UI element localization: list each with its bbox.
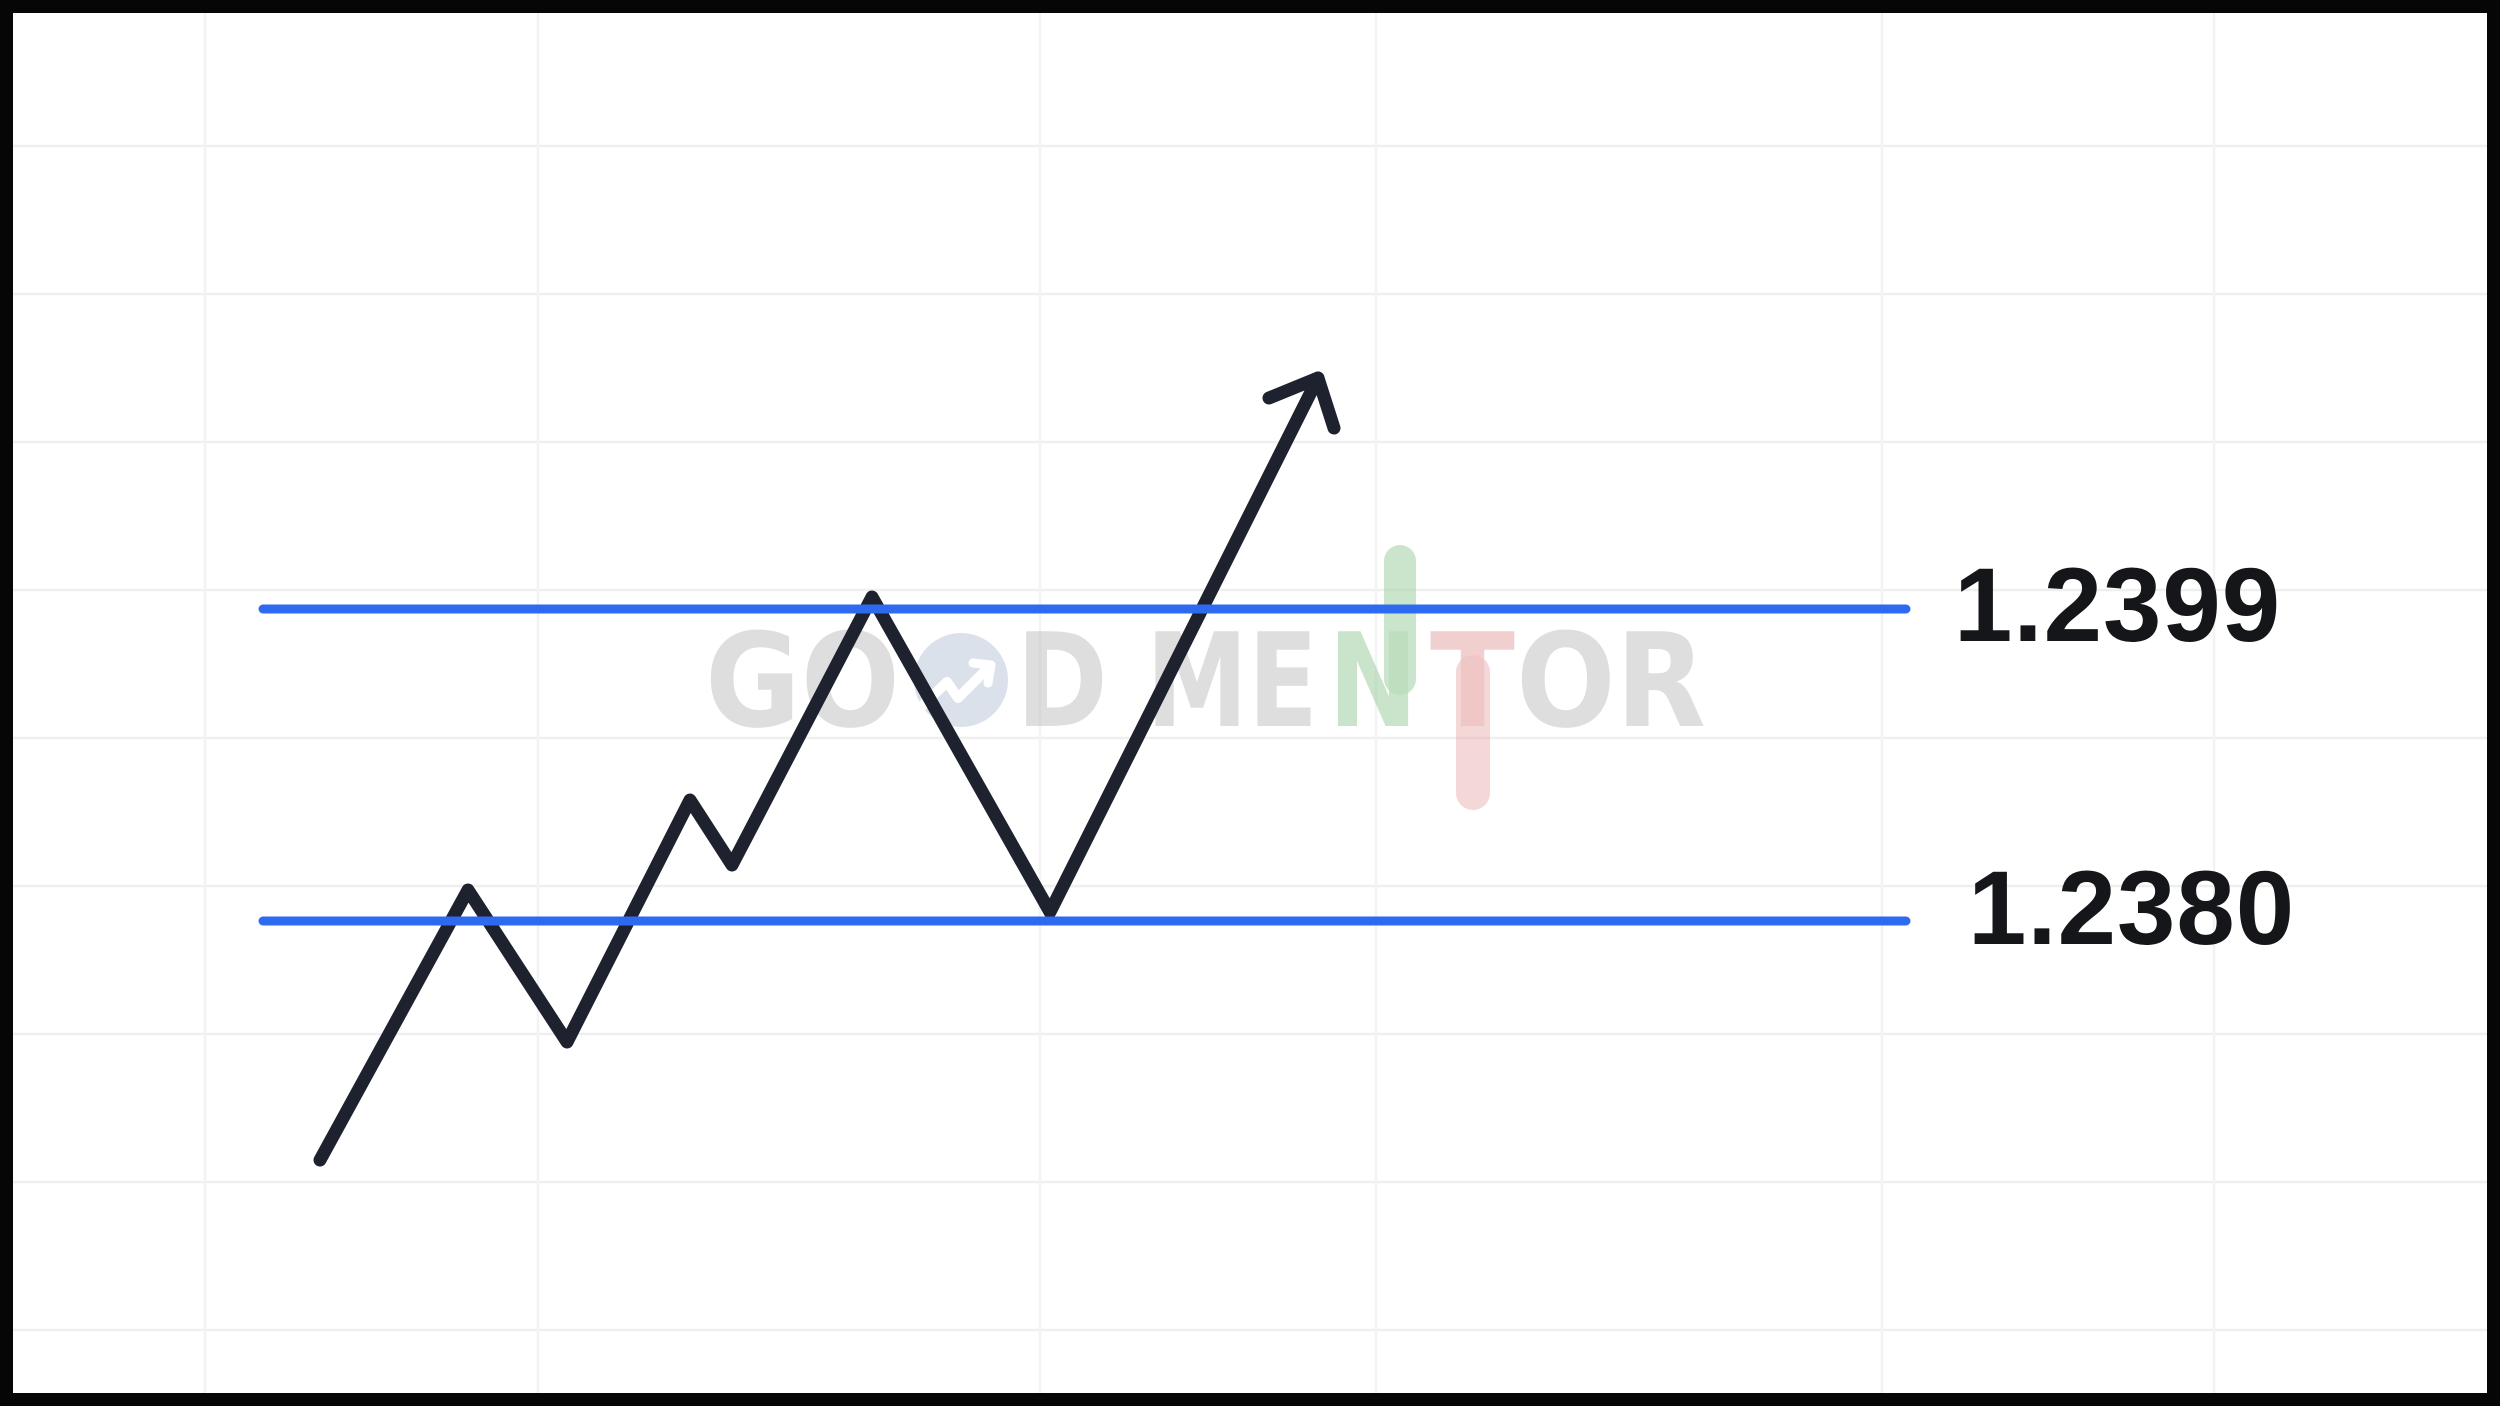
support-price-label: 1.2380 <box>1968 850 2295 967</box>
red-candle-bar <box>1456 655 1490 810</box>
logo-arrow-tip-icon <box>968 658 996 688</box>
logo-circle-icon <box>914 633 1008 727</box>
green-candle-bar <box>1384 545 1416 695</box>
watermark-letters: OR <box>1516 605 1706 757</box>
goodmentor-watermark: GO D ME N T OR <box>705 545 1706 810</box>
resistance-price-label: 1.2399 <box>1954 547 2281 664</box>
price-zigzag-line <box>313 371 1325 1167</box>
watermark-letters: D <box>1016 605 1108 757</box>
logo-trend-zigzag-icon <box>917 661 995 711</box>
watermark-letters: N <box>1328 605 1418 757</box>
watermark-letters: T <box>1430 605 1515 757</box>
watermark-letters: ME <box>1146 605 1318 757</box>
breakout-arrowhead-icon <box>1262 371 1341 435</box>
grid-lines <box>13 13 2487 1393</box>
